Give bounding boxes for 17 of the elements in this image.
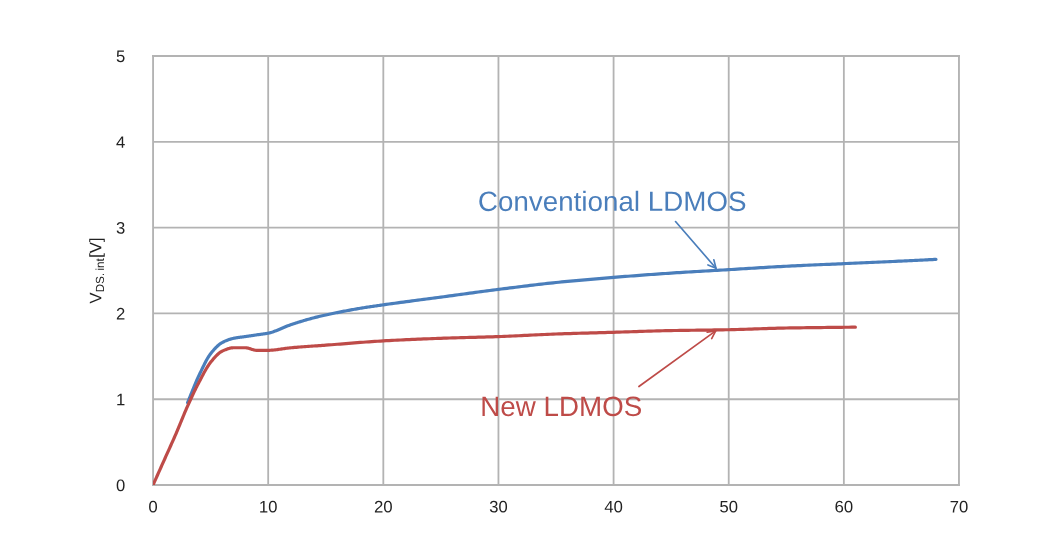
x-tick-label: 30 bbox=[489, 500, 508, 513]
annotation: Conventional LDMOS bbox=[479, 190, 746, 212]
x-tick-label: 50 bbox=[720, 500, 738, 513]
y-axis-title: V$_{DS.int}$[V] bbox=[89, 238, 105, 304]
y-tick-label: 4 bbox=[116, 136, 125, 148]
y-tick-label: 2 bbox=[116, 307, 125, 320]
annotation: New LDMOS bbox=[482, 396, 641, 417]
y-tick-label: 0 bbox=[116, 479, 125, 492]
x-tick-label: 70 bbox=[950, 500, 968, 513]
x-tick-label: 0 bbox=[149, 500, 158, 513]
y-tick-label: 3 bbox=[116, 222, 125, 234]
x-tick-label: 20 bbox=[374, 500, 392, 513]
y-tick-label: 5 bbox=[116, 50, 125, 63]
x-tick-label: 10 bbox=[260, 500, 277, 513]
x-tick-label: 60 bbox=[835, 500, 853, 513]
x-tick-label: 40 bbox=[604, 500, 623, 513]
y-tick-label: 1 bbox=[117, 393, 125, 406]
